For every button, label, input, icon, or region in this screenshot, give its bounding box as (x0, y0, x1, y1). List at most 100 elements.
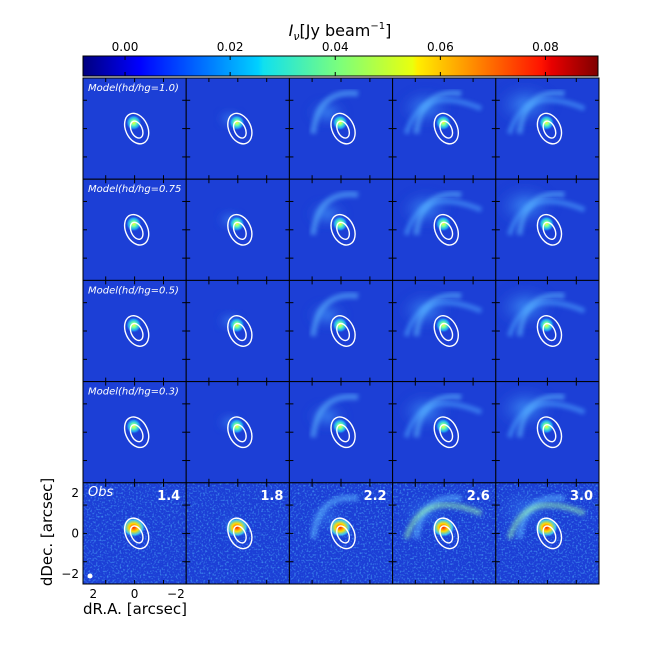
map-panel (392, 279, 497, 383)
contour-inner (232, 120, 247, 139)
velocity-label: 1.4 (157, 489, 180, 504)
velocity-label: 2.6 (467, 489, 490, 504)
map-panel: Model(hd/hg=1.0) (82, 77, 187, 180)
row-label: Model(hd/hg=0.5) (88, 285, 179, 296)
emission-arc (310, 494, 359, 539)
emission-peak (435, 418, 452, 435)
contour-outer (227, 213, 253, 246)
emission-arc (403, 300, 483, 337)
emission-peak (224, 517, 249, 538)
contour-inner (542, 120, 557, 139)
contour-outer (433, 517, 460, 550)
axes-labels: dDec. [arcsec] dR.A. [arcsec] 2 0 −2 2 0 −2 (38, 478, 187, 618)
contour-inner (542, 221, 557, 240)
contour-inner (336, 424, 351, 443)
emission-peak (125, 114, 142, 131)
contour-outer (330, 213, 356, 246)
contour-inner (336, 120, 351, 139)
contour-outer (536, 416, 563, 449)
contour-inner (439, 221, 454, 240)
map-panel (288, 178, 394, 281)
map-panel (495, 381, 600, 484)
colorbar-ticks: 0.00 0.02 0.04 0.06 0.08 (112, 40, 559, 76)
row-label: Model(hd/hg=0.75 (88, 184, 181, 195)
emission-peak (435, 215, 452, 232)
y-tick-label: 2 (71, 486, 79, 500)
emission-peak (328, 517, 353, 538)
contour-outer (536, 213, 563, 246)
emission-peak (121, 517, 146, 538)
map-panel: Model(hd/hg=0.75 (82, 178, 187, 281)
map-panel (185, 178, 290, 281)
contour-outer (227, 416, 253, 449)
map-panel: 3.0 (495, 482, 600, 585)
contour-outer (123, 112, 150, 145)
row-label: Obs (88, 485, 113, 500)
emission-peak (228, 114, 245, 131)
emission-peak (228, 418, 245, 435)
emission-arc (507, 199, 586, 236)
panel-grid: Model(hd/hg=1.0) Model(hd/hg=0.75 Model(hd… (82, 77, 600, 585)
emission-arc (310, 292, 359, 337)
map-panel (495, 279, 600, 383)
emission-peak (431, 517, 456, 538)
contour-outer (227, 517, 253, 550)
beam-marker (87, 573, 93, 579)
emission-peak (435, 114, 452, 131)
emission-arc (507, 401, 586, 438)
contour-inner (129, 525, 144, 544)
emission-peak (125, 215, 142, 232)
contour-outer (536, 315, 563, 347)
emission-peak (332, 317, 349, 333)
map-panel (495, 77, 600, 180)
emission-peak (538, 317, 555, 333)
map-panel (392, 77, 497, 180)
emission-peak (538, 418, 555, 435)
contour-outer (227, 112, 253, 145)
colorbar-tick-label: 0.02 (217, 40, 244, 54)
emission-arc (310, 191, 359, 236)
map-panel (288, 77, 394, 180)
contour-inner (336, 322, 351, 342)
map-panel: Obs 1.4 (82, 482, 187, 585)
contour-outer (536, 112, 563, 145)
contour-inner (129, 221, 144, 240)
emission-arc (403, 502, 483, 540)
contour-outer (227, 315, 253, 347)
map-panel: 2.6 (392, 482, 497, 585)
contour-inner (439, 322, 454, 342)
emission-arc (310, 90, 359, 134)
contour-inner (439, 525, 454, 544)
colorbar-tick-label: 0.06 (427, 40, 454, 54)
velocity-label: 3.0 (570, 489, 593, 504)
contour-outer (123, 213, 150, 246)
contour-outer (123, 315, 150, 347)
x-tick-label: 0 (131, 587, 139, 601)
emission-peak (538, 215, 555, 232)
emission-peak (435, 317, 452, 333)
y-tick-label: −2 (61, 567, 79, 581)
map-panel (185, 381, 290, 484)
map-panel (392, 178, 497, 281)
emission-peak (332, 418, 349, 435)
contour-outer (330, 517, 356, 550)
contour-outer (330, 112, 356, 145)
map-panel (288, 279, 394, 383)
y-tick-label: 0 (71, 526, 79, 540)
contour-outer (123, 517, 150, 550)
contour-inner (336, 221, 351, 240)
contour-outer (330, 315, 356, 347)
colorbar-tick-label: 0.08 (532, 40, 559, 54)
contour-inner (542, 424, 557, 443)
x-axis-label: dR.A. [arcsec] (83, 600, 187, 618)
emission-arc (507, 97, 586, 135)
contour-outer (433, 315, 460, 347)
velocity-label: 2.2 (364, 489, 387, 504)
emission-peak (534, 517, 559, 538)
contour-outer (433, 416, 460, 449)
map-panel (185, 279, 290, 383)
map-panel: Model(hd/hg=0.3) (82, 381, 187, 484)
row-label: Model(hd/hg=1.0) (88, 83, 179, 94)
contour-outer (433, 112, 460, 145)
row-label: Model(hd/hg=0.3) (88, 387, 179, 398)
